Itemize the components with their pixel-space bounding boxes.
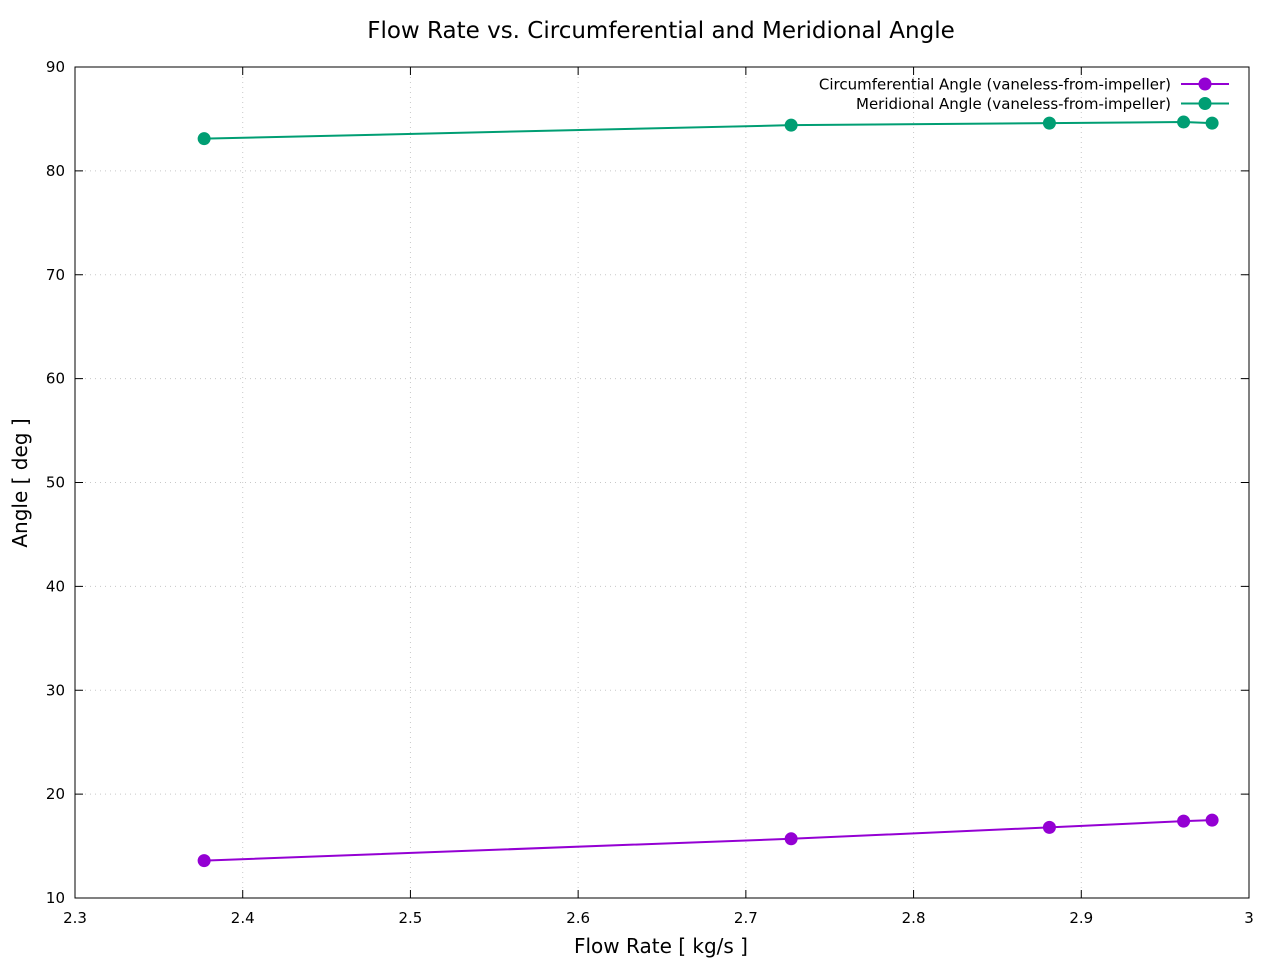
y-tick-label: 20	[46, 785, 65, 803]
data-point	[1042, 116, 1056, 130]
x-tick-labels: 2.3 2.4 2.5 2.6 2.7 2.8 2.9 3	[63, 909, 1254, 927]
legend-label: Meridional Angle (vaneless-from-impeller…	[856, 95, 1171, 113]
x-tick-label: 2.9	[1069, 909, 1093, 927]
x-tick-label: 2.3	[63, 909, 87, 927]
data-point	[784, 832, 798, 846]
grid	[75, 67, 1249, 898]
legend-marker	[1198, 97, 1212, 110]
y-tick-label: 90	[46, 58, 65, 76]
x-tick-label: 2.6	[566, 909, 590, 927]
data-point	[1042, 820, 1056, 834]
x-tick-label: 2.8	[902, 909, 926, 927]
legend-entry-1: Circumferential Angle (vaneless-from-imp…	[819, 76, 1229, 94]
data-point	[197, 132, 211, 146]
data-point	[784, 118, 798, 132]
legend-label: Circumferential Angle (vaneless-from-imp…	[819, 76, 1171, 94]
x-tick-label: 2.7	[734, 909, 758, 927]
legend: Circumferential Angle (vaneless-from-imp…	[819, 76, 1229, 113]
y-axis-label: Angle [ deg ]	[8, 418, 32, 547]
x-tick-label: 2.4	[231, 909, 255, 927]
data-point	[1205, 813, 1219, 827]
chart-title: Flow Rate vs. Circumferential and Meridi…	[367, 18, 955, 44]
legend-entry-2: Meridional Angle (vaneless-from-impeller…	[856, 95, 1229, 113]
x-tick-label: 2.5	[398, 909, 422, 927]
y-tick-label: 10	[46, 889, 65, 907]
data-point	[197, 854, 211, 868]
y-tick-label: 40	[46, 577, 65, 595]
y-tick-label: 70	[46, 266, 65, 284]
plot-area-border	[74, 66, 1250, 899]
y-tick-label: 50	[46, 474, 65, 492]
data-point	[1177, 814, 1191, 828]
series-1	[197, 813, 1219, 868]
series-2	[197, 115, 1219, 146]
legend-marker	[1198, 77, 1212, 91]
y-tick-labels: 10 20 30 40 50 60 70 80 90	[46, 58, 65, 907]
x-tick-label: 3	[1244, 909, 1254, 927]
y-tick-label: 60	[46, 370, 65, 388]
data-point	[1177, 115, 1191, 129]
data-point	[1205, 116, 1219, 130]
y-tick-label: 30	[46, 681, 65, 699]
y-tick-label: 80	[46, 162, 65, 180]
series-layer	[197, 115, 1219, 868]
x-axis-label: Flow Rate [ kg/s ]	[574, 934, 748, 958]
